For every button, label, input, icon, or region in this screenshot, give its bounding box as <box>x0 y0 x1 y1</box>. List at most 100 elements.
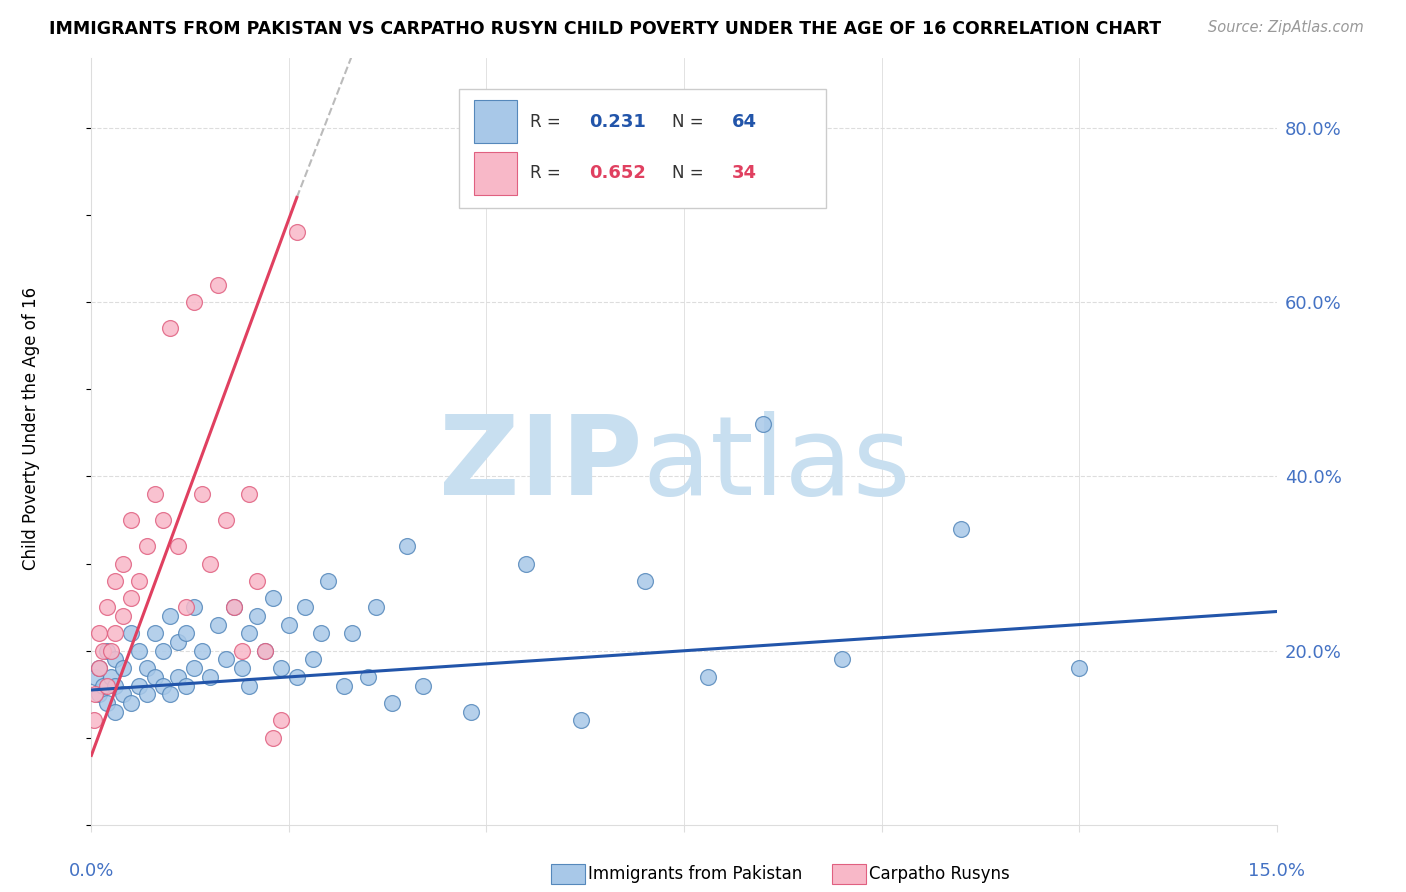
Point <box>222 600 245 615</box>
Point <box>120 513 142 527</box>
Point <box>254 644 277 658</box>
Point <box>285 670 308 684</box>
Text: 0.652: 0.652 <box>589 164 647 182</box>
Point <box>301 652 323 666</box>
Point <box>207 617 229 632</box>
Point <box>333 679 356 693</box>
Point <box>84 670 107 684</box>
Point <box>143 626 166 640</box>
Text: R =: R = <box>530 112 567 130</box>
Text: IMMIGRANTS FROM PAKISTAN VS CARPATHO RUSYN CHILD POVERTY UNDER THE AGE OF 16 COR: IMMIGRANTS FROM PAKISTAN VS CARPATHO RUS… <box>49 20 1161 37</box>
Point <box>174 600 197 615</box>
Point <box>949 522 972 536</box>
Point <box>285 225 308 239</box>
Point <box>96 644 118 658</box>
Point <box>128 644 150 658</box>
Point <box>412 679 434 693</box>
Point <box>159 321 181 335</box>
Point <box>752 417 775 431</box>
Point <box>238 679 260 693</box>
Point <box>183 661 205 675</box>
Point <box>100 670 122 684</box>
Point <box>231 644 253 658</box>
Point <box>111 557 134 571</box>
Point <box>198 557 221 571</box>
Point <box>254 644 277 658</box>
Point <box>104 626 127 640</box>
Point <box>152 644 174 658</box>
Point <box>696 670 718 684</box>
Point <box>135 661 157 675</box>
FancyBboxPatch shape <box>474 100 517 143</box>
Text: 0.231: 0.231 <box>589 112 647 130</box>
Point <box>262 731 284 745</box>
Point <box>278 617 301 632</box>
Point <box>84 687 107 701</box>
Point <box>104 574 127 588</box>
Text: 64: 64 <box>731 112 756 130</box>
Point <box>569 714 592 728</box>
Point <box>143 487 166 501</box>
Text: N =: N = <box>672 112 709 130</box>
Text: atlas: atlas <box>643 411 911 518</box>
Text: N =: N = <box>672 164 709 182</box>
Point <box>89 661 111 675</box>
Point <box>96 600 118 615</box>
Point <box>1069 661 1091 675</box>
Point <box>91 644 114 658</box>
Point <box>174 626 197 640</box>
Point <box>159 687 181 701</box>
Text: Child Poverty Under the Age of 16: Child Poverty Under the Age of 16 <box>22 286 39 570</box>
Point <box>191 487 214 501</box>
Point <box>174 679 197 693</box>
Point <box>309 626 332 640</box>
Point <box>96 679 118 693</box>
Point <box>89 626 111 640</box>
Text: Carpatho Rusyns: Carpatho Rusyns <box>869 865 1010 883</box>
Point <box>143 670 166 684</box>
Point <box>111 661 134 675</box>
Point <box>89 661 111 675</box>
Point <box>135 687 157 701</box>
Point <box>270 661 292 675</box>
Point <box>460 705 482 719</box>
Point <box>167 539 190 553</box>
Point <box>104 652 127 666</box>
Point <box>152 513 174 527</box>
Text: R =: R = <box>530 164 567 182</box>
Point <box>111 608 134 623</box>
Point <box>262 591 284 606</box>
Point <box>215 513 238 527</box>
Text: ZIP: ZIP <box>439 411 643 518</box>
Point <box>831 652 853 666</box>
Point <box>128 574 150 588</box>
Point <box>83 714 105 728</box>
Point <box>215 652 238 666</box>
Point <box>91 679 114 693</box>
Point <box>396 539 419 553</box>
Text: 34: 34 <box>731 164 756 182</box>
Point <box>100 644 122 658</box>
Text: 15.0%: 15.0% <box>1249 862 1305 880</box>
Point <box>104 679 127 693</box>
Point <box>270 714 292 728</box>
Point <box>318 574 340 588</box>
Point <box>111 687 134 701</box>
Point <box>381 696 404 710</box>
Point <box>246 608 269 623</box>
Point <box>152 679 174 693</box>
Point <box>231 661 253 675</box>
Point <box>222 600 245 615</box>
Point <box>135 539 157 553</box>
Point <box>633 574 655 588</box>
Point <box>120 591 142 606</box>
Point <box>167 670 190 684</box>
Point <box>183 295 205 310</box>
Point <box>238 626 260 640</box>
Point <box>207 277 229 292</box>
Point <box>120 696 142 710</box>
Text: Source: ZipAtlas.com: Source: ZipAtlas.com <box>1208 20 1364 35</box>
Point <box>120 626 142 640</box>
Text: Immigrants from Pakistan: Immigrants from Pakistan <box>588 865 801 883</box>
Point <box>238 487 260 501</box>
